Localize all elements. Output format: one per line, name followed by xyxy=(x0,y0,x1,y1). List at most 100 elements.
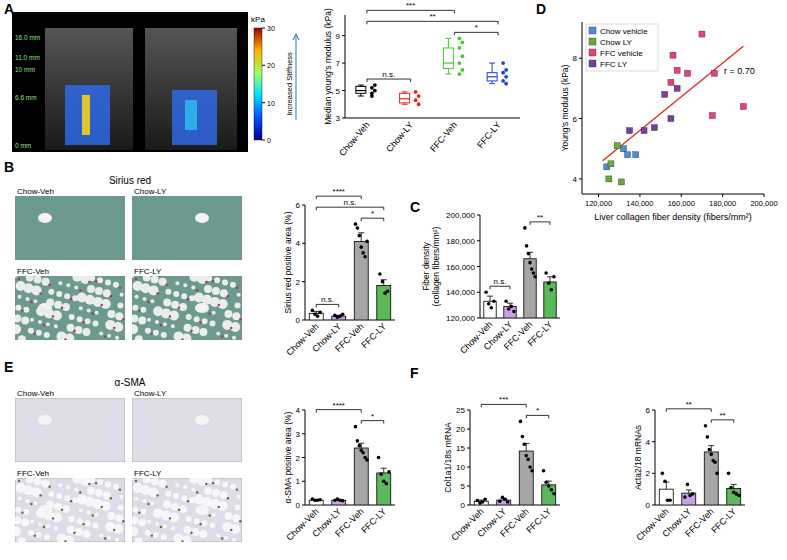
ultrasound-image xyxy=(12,12,248,152)
stain xyxy=(73,532,75,534)
data-point xyxy=(373,89,377,93)
data-point xyxy=(363,255,367,259)
lipid-droplet xyxy=(132,526,138,536)
lipid-droplet xyxy=(107,512,115,520)
stain xyxy=(160,324,162,326)
depth-label: 0 mm xyxy=(15,142,31,149)
lipid-droplet xyxy=(28,530,34,536)
box xyxy=(400,93,410,103)
colorbar-tick-label: 10 xyxy=(267,100,275,107)
data-point xyxy=(691,492,695,496)
data-point xyxy=(727,472,731,476)
lipid-droplet xyxy=(38,320,42,324)
significance-bracket xyxy=(316,207,384,210)
y-axis-title: Median young's modulus (kPa) xyxy=(323,8,333,125)
y-tick-label: 120,000 xyxy=(446,314,475,323)
lipid-droplet xyxy=(183,485,187,489)
lipid-droplet xyxy=(105,320,115,330)
stain xyxy=(82,523,84,525)
data-point xyxy=(484,290,488,294)
depth-label: 16.0 mm xyxy=(15,34,40,41)
stain xyxy=(119,286,121,288)
lipid-droplet xyxy=(33,299,37,303)
y-tick-label: 0 xyxy=(296,501,301,510)
data-point xyxy=(542,469,546,473)
lipid-droplet xyxy=(151,478,159,486)
lipid-droplet xyxy=(26,276,34,281)
lipid-droplet xyxy=(216,534,220,538)
lipid-droplet xyxy=(153,532,159,538)
lipid-droplet xyxy=(163,524,167,528)
lipid-droplet xyxy=(120,293,124,297)
lipid-droplet xyxy=(36,532,42,538)
lipid-droplet xyxy=(95,489,103,497)
data-point xyxy=(547,484,551,488)
vessel xyxy=(38,213,52,223)
lipid-droplet xyxy=(30,318,34,322)
stain xyxy=(187,298,189,300)
stain xyxy=(147,301,149,303)
lipid-droplet xyxy=(132,305,138,311)
significance-label: *** xyxy=(499,395,508,404)
lipid-droplet xyxy=(212,489,220,497)
lipid-droplet xyxy=(54,526,58,530)
y-tick-label: 5 xyxy=(461,482,466,491)
lipid-droplet xyxy=(56,291,62,297)
data-point xyxy=(683,495,687,499)
plot-area xyxy=(15,478,125,542)
data-point xyxy=(713,460,717,464)
y-tick xyxy=(652,441,655,442)
y-tick xyxy=(477,215,480,216)
y-tick xyxy=(579,58,582,59)
stain xyxy=(221,335,223,337)
y-tick xyxy=(302,281,305,282)
stain xyxy=(190,532,192,534)
y-axis xyxy=(470,410,471,505)
data-point xyxy=(526,458,530,462)
elastography-overlay xyxy=(172,90,217,145)
y-tick-label: 7 xyxy=(336,59,341,68)
data-point xyxy=(550,488,554,492)
data-point xyxy=(528,465,532,469)
stain xyxy=(39,494,41,496)
data-point xyxy=(506,500,510,504)
lipid-droplet xyxy=(140,307,146,313)
lipid-droplet xyxy=(206,478,212,483)
significance-bracket xyxy=(711,420,734,423)
ultrasound-tissue xyxy=(45,28,133,150)
x-tick xyxy=(598,194,599,197)
lipid-droplet xyxy=(194,518,200,524)
data-point xyxy=(341,312,345,316)
data-point xyxy=(608,161,614,167)
lipid-droplet xyxy=(171,503,179,511)
lipid-droplet xyxy=(15,526,21,536)
lipid-droplet xyxy=(210,522,216,528)
stain xyxy=(138,511,140,513)
x-tick-label: FFC-Veh xyxy=(502,319,535,352)
lipid-droplet xyxy=(202,520,208,526)
significance-label: ** xyxy=(429,12,435,21)
lipid-droplet xyxy=(48,289,54,295)
lipid-droplet xyxy=(87,487,95,495)
lipid-droplet xyxy=(140,509,146,515)
y-tick xyxy=(652,505,655,506)
stain xyxy=(48,284,50,286)
panel-label: F xyxy=(410,365,419,381)
bar xyxy=(544,282,556,318)
significance-label: * xyxy=(536,406,539,415)
micrograph-label: Chow-LY xyxy=(134,389,167,398)
plot-area xyxy=(15,196,125,260)
lipid-droplet xyxy=(132,478,134,480)
stain xyxy=(88,483,90,485)
error-bar xyxy=(663,482,669,489)
y-axis-title: Col1a1/18s mRNA xyxy=(443,422,453,493)
colorbar-tick-label: 30 xyxy=(267,25,275,32)
x-tick xyxy=(681,194,682,197)
lipid-droplet xyxy=(232,514,240,522)
significance-bracket xyxy=(490,286,510,289)
significance-label: ** xyxy=(686,400,692,409)
median xyxy=(443,62,453,63)
error-bar xyxy=(381,468,387,473)
stain xyxy=(43,324,45,326)
legend-swatch xyxy=(589,38,596,45)
